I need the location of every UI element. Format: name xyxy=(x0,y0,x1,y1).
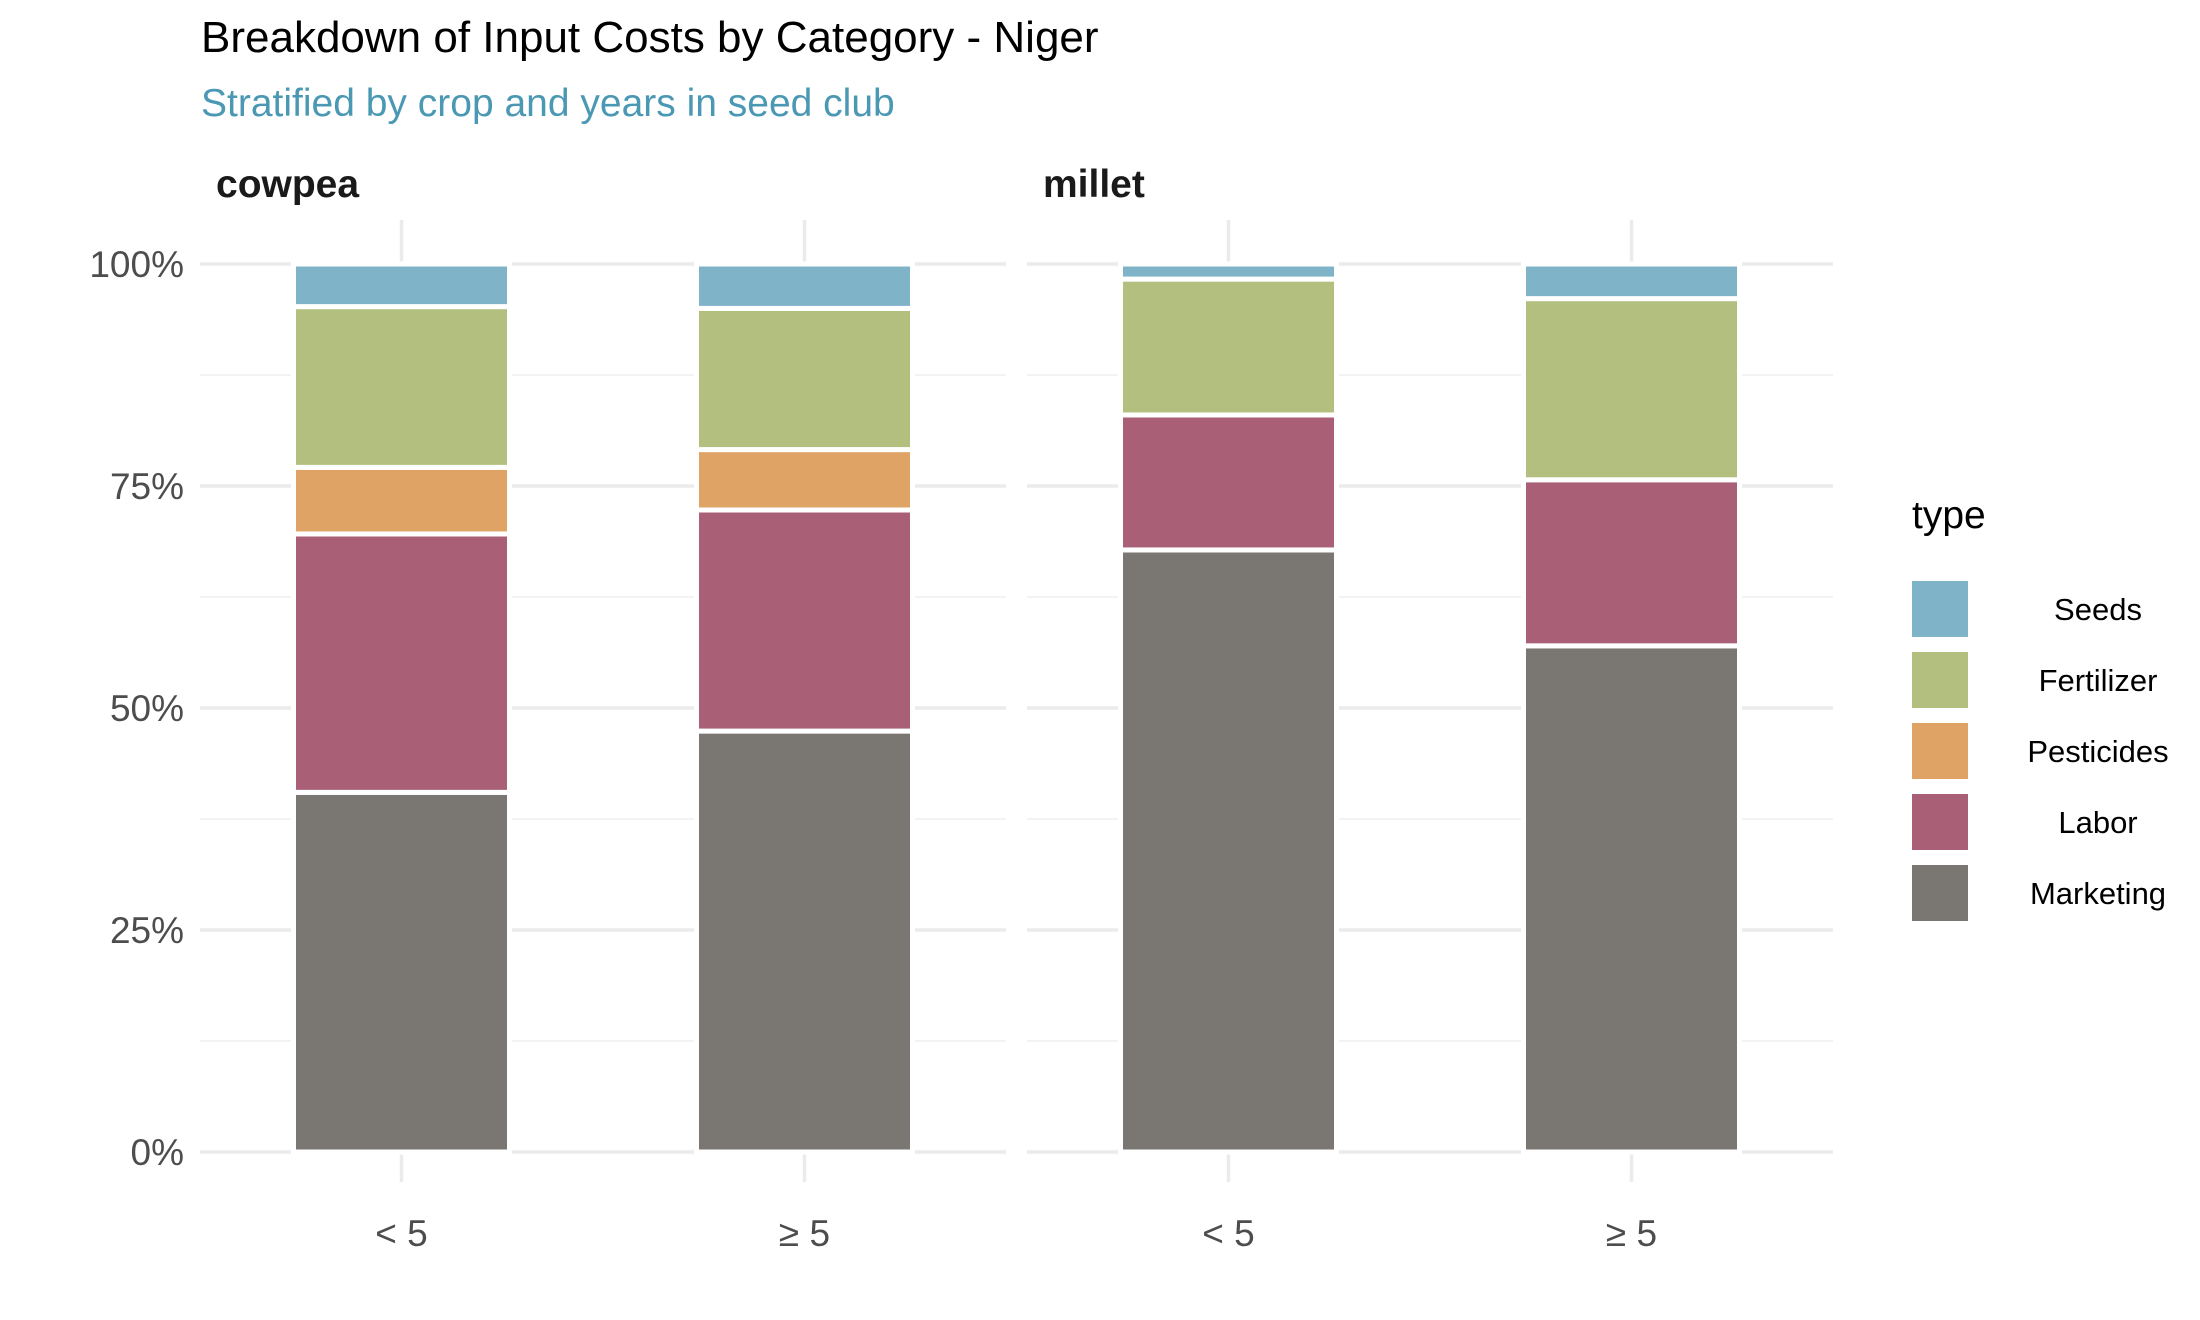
bar-segment-seeds xyxy=(291,261,512,310)
x-tick-label: < 5 xyxy=(1202,1213,1254,1254)
y-tick-label: 100% xyxy=(89,244,184,285)
legend-label: Labor xyxy=(2058,805,2137,840)
legend-label: Marketing xyxy=(2030,876,2166,911)
legend-key-pesticides xyxy=(1912,723,1968,779)
legend-key-fertilizer xyxy=(1912,652,1968,708)
bar-segment-pesticides xyxy=(694,447,915,513)
bar-segment-seeds xyxy=(1521,261,1742,302)
legend-key-marketing xyxy=(1912,865,1968,921)
x-tick-label: < 5 xyxy=(375,1213,427,1254)
facet-label: cowpea xyxy=(216,163,359,206)
legend-key-labor xyxy=(1912,794,1968,850)
bar-segment-fertilizer xyxy=(1118,276,1339,418)
bar-segment-fertilizer xyxy=(1521,296,1742,483)
bar-segment-seeds xyxy=(694,261,915,311)
bar-segment-labor xyxy=(694,507,915,734)
bar-segment-fertilizer xyxy=(694,305,915,453)
bar-segment-marketing xyxy=(694,728,915,1155)
y-tick-label: 25% xyxy=(110,910,184,951)
legend-key-seeds xyxy=(1912,581,1968,637)
facet-label: millet xyxy=(1043,163,1145,206)
legend-label: Pesticides xyxy=(2027,734,2168,769)
legend-label: Seeds xyxy=(2054,592,2142,627)
bar-segment-seeds xyxy=(1118,261,1339,282)
legend-label: Fertilizer xyxy=(2039,663,2158,698)
y-tick-label: 50% xyxy=(110,688,184,729)
bar-segment-marketing xyxy=(1521,643,1742,1155)
bar-segment-pesticides xyxy=(291,464,512,537)
bar-segment-marketing xyxy=(291,789,512,1155)
bar-segment-labor xyxy=(1118,412,1339,553)
y-tick-label: 0% xyxy=(131,1132,184,1173)
bar-segment-labor xyxy=(291,531,512,795)
bar-segment-labor xyxy=(1521,477,1742,649)
x-tick-label: ≥ 5 xyxy=(779,1213,830,1254)
y-tick-label: 75% xyxy=(110,466,184,507)
bar-segment-fertilizer xyxy=(291,304,512,470)
bar-segment-marketing xyxy=(1118,547,1339,1155)
x-tick-label: ≥ 5 xyxy=(1606,1213,1657,1254)
chart-title: Breakdown of Input Costs by Category - N… xyxy=(201,13,1099,62)
chart-subtitle: Stratified by crop and years in seed clu… xyxy=(201,82,895,125)
legend-title: type xyxy=(1912,494,1986,537)
